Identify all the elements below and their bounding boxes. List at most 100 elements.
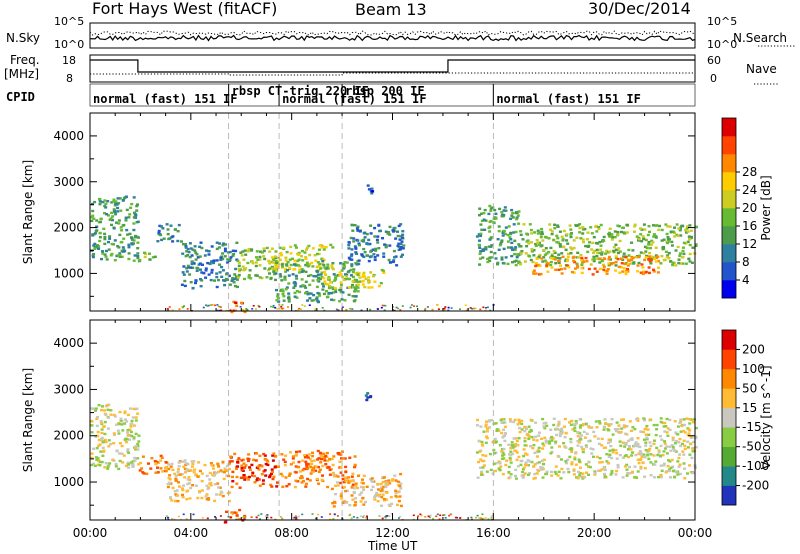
range-cell bbox=[625, 463, 629, 467]
range-cell bbox=[552, 249, 556, 253]
range-cell bbox=[577, 458, 581, 461]
range-cell bbox=[307, 453, 311, 456]
range-cell bbox=[471, 308, 474, 310]
range-cell bbox=[602, 268, 606, 271]
range-cell bbox=[214, 471, 218, 475]
range-cell bbox=[628, 445, 631, 449]
range-cell bbox=[267, 268, 270, 272]
range-cell bbox=[242, 258, 246, 261]
range-cell bbox=[370, 480, 374, 483]
range-cell bbox=[333, 475, 337, 478]
range-cell bbox=[676, 245, 680, 249]
range-cell bbox=[555, 234, 559, 237]
range-cell bbox=[503, 439, 507, 443]
range-cell bbox=[556, 237, 560, 240]
range-cell bbox=[681, 262, 685, 265]
range-cell bbox=[333, 513, 336, 516]
range-cell bbox=[329, 281, 332, 284]
range-cell bbox=[674, 264, 678, 267]
range-cell bbox=[374, 247, 378, 251]
range-cell bbox=[202, 306, 205, 309]
range-cell bbox=[191, 465, 194, 468]
range-cell bbox=[495, 440, 498, 443]
range-cell bbox=[614, 243, 618, 246]
range-cell bbox=[687, 235, 691, 238]
range-cell bbox=[511, 446, 515, 449]
range-cell bbox=[118, 442, 122, 445]
colorbar-tick-label: -15 bbox=[742, 420, 762, 434]
range-cell bbox=[132, 222, 136, 225]
range-cell bbox=[359, 500, 363, 503]
range-cell bbox=[191, 286, 195, 290]
range-cell bbox=[192, 513, 195, 516]
range-cell bbox=[483, 208, 487, 212]
range-cell bbox=[676, 433, 680, 436]
range-cell bbox=[396, 503, 399, 507]
range-cell bbox=[607, 255, 611, 259]
range-cell bbox=[313, 254, 317, 257]
range-cell bbox=[604, 422, 607, 425]
range-cell bbox=[263, 267, 267, 270]
range-cell bbox=[623, 454, 627, 458]
range-cell bbox=[271, 477, 275, 481]
range-cell bbox=[680, 424, 684, 428]
range-cell bbox=[620, 427, 624, 430]
range-cell bbox=[614, 256, 618, 260]
colorbar-swatch bbox=[722, 154, 736, 173]
range-cell bbox=[257, 465, 260, 468]
range-cell bbox=[215, 493, 219, 496]
range-cell bbox=[546, 270, 550, 273]
range-cell bbox=[277, 297, 281, 300]
range-cell bbox=[104, 202, 108, 205]
range-cell bbox=[485, 436, 489, 440]
range-cell bbox=[240, 468, 244, 472]
range-cell bbox=[137, 236, 140, 239]
range-cell bbox=[648, 259, 652, 263]
range-cell bbox=[633, 444, 637, 447]
range-cell bbox=[387, 479, 391, 482]
range-cell bbox=[607, 455, 611, 458]
range-cell bbox=[230, 511, 234, 514]
range-cell bbox=[609, 423, 613, 426]
range-cell bbox=[99, 217, 103, 220]
range-cell bbox=[492, 462, 496, 466]
range-cell bbox=[277, 300, 281, 303]
range-cell bbox=[331, 463, 335, 467]
range-cell bbox=[198, 490, 201, 493]
range-cell bbox=[399, 487, 403, 490]
power-heatmap bbox=[90, 113, 698, 314]
range-cell bbox=[534, 264, 538, 268]
range-cell bbox=[270, 516, 273, 519]
range-cell bbox=[115, 449, 119, 453]
range-cell bbox=[192, 471, 196, 474]
range-cell bbox=[215, 285, 219, 289]
range-cell bbox=[376, 235, 380, 238]
range-cell bbox=[272, 306, 275, 308]
range-cell bbox=[220, 265, 224, 269]
range-cell bbox=[443, 309, 446, 311]
range-cell bbox=[500, 431, 504, 435]
range-cell bbox=[141, 471, 145, 474]
range-cell bbox=[507, 443, 511, 446]
range-cell bbox=[136, 457, 140, 460]
range-cell bbox=[361, 478, 364, 481]
range-cell bbox=[339, 466, 343, 469]
range-cell bbox=[225, 510, 228, 513]
range-cell bbox=[439, 514, 442, 517]
range-cell bbox=[610, 469, 614, 473]
nsky-tick-top: 10^5 bbox=[54, 15, 84, 28]
range-cell bbox=[181, 493, 184, 497]
range-cell bbox=[382, 255, 386, 258]
range-cell bbox=[297, 258, 301, 261]
range-cell bbox=[112, 200, 116, 203]
range-cell bbox=[239, 251, 243, 254]
range-cell bbox=[241, 250, 245, 253]
range-cell bbox=[101, 446, 105, 449]
range-cell bbox=[332, 518, 335, 520]
range-cell bbox=[518, 421, 521, 424]
range-cell bbox=[593, 435, 597, 438]
range-cell bbox=[200, 489, 204, 492]
range-cell bbox=[682, 418, 686, 421]
range-cell bbox=[510, 241, 514, 245]
range-cell bbox=[388, 233, 392, 236]
